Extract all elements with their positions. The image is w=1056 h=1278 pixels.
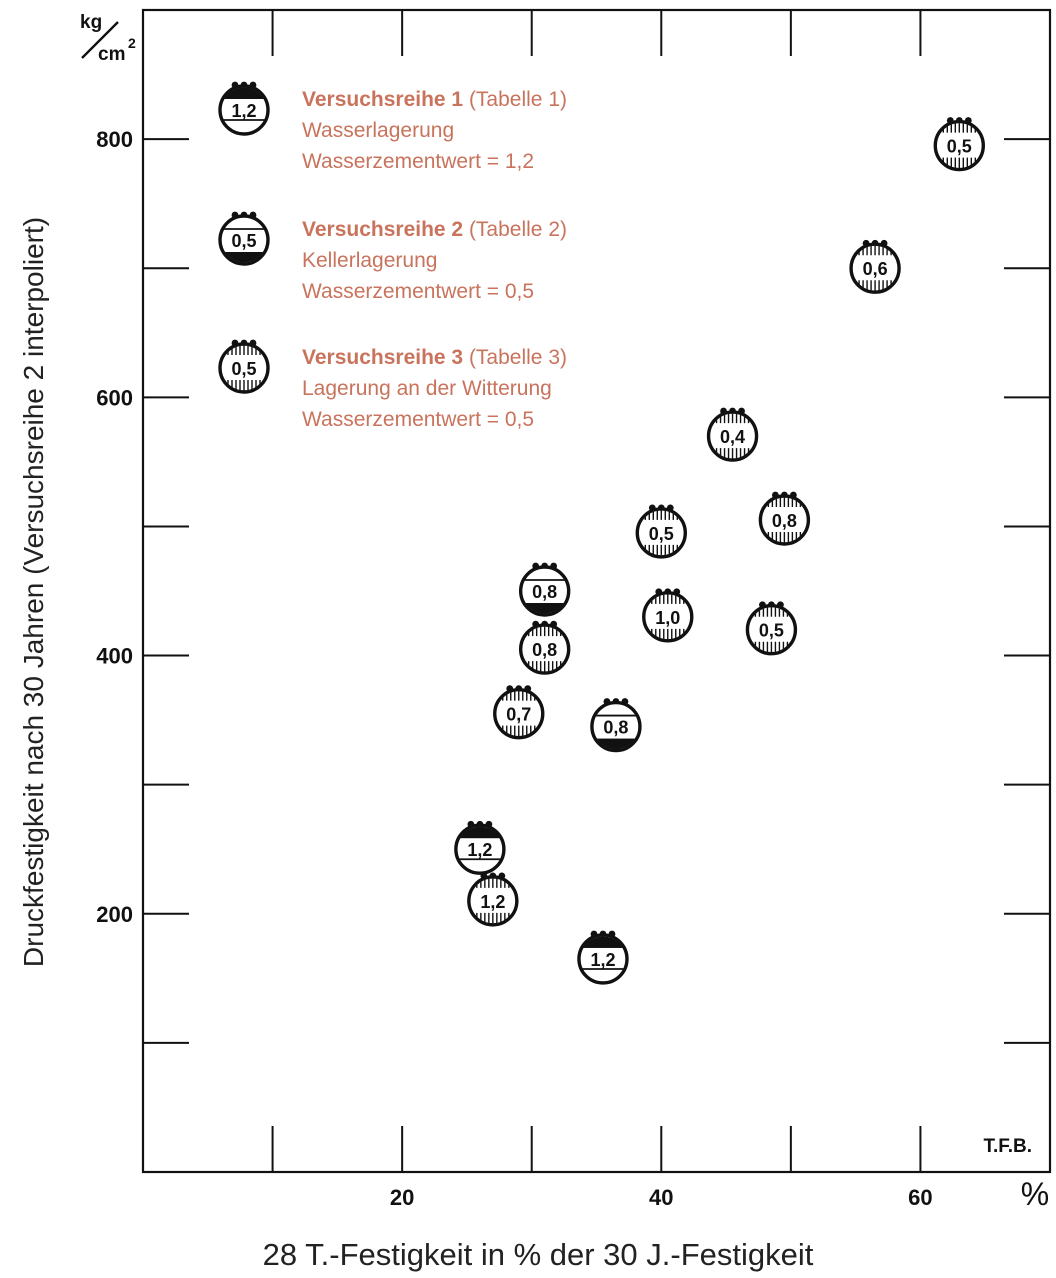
legend-line-2: Lagerung an der Witterung: [302, 377, 552, 400]
plot-frame: [141, 8, 1052, 1174]
legend-series-name: Versuchsreihe 1: [302, 88, 463, 111]
data-point-marker: 0,6: [849, 239, 901, 294]
marker-label: 0,5: [231, 359, 256, 379]
x-axis-label: 28 T.-Festigkeit in % der 30 J.-Festigke…: [263, 1237, 814, 1272]
data-point-marker: 0,8: [518, 620, 571, 675]
y-unit-denominator: cm: [98, 44, 125, 65]
legend-series-name: Versuchsreihe 3: [302, 346, 463, 369]
y-tick-label: 400: [96, 644, 133, 669]
legend-line-3: Wasserzementwert = 0,5: [302, 280, 534, 303]
legend-title: Versuchsreihe 3 (Tabelle 3): [302, 346, 567, 369]
marker-label: 1,2: [590, 950, 615, 970]
data-point-marker: 0,7: [493, 685, 545, 740]
marker-label: 0,7: [506, 705, 531, 725]
data-point-marker: 0,8: [758, 491, 811, 546]
x-tick-label: 20: [390, 1185, 414, 1210]
x-tick-label: 60: [908, 1185, 932, 1210]
legend-series-name: Versuchsreihe 2: [302, 218, 463, 241]
data-point-marker: 0,5: [635, 504, 687, 559]
tick-labels: 20 40 60 200 400 600 800 kg cm2: [80, 12, 933, 1210]
marker-fill: [593, 738, 639, 750]
marker-label: 0,8: [772, 511, 797, 531]
data-point-marker: 0,5: [218, 211, 270, 266]
tick-marks: [143, 10, 1050, 1172]
marker-fill: [221, 252, 267, 263]
data-point-marker: 1,0: [642, 588, 694, 643]
plot-border: [141, 8, 1052, 1174]
marker-fill: [221, 87, 267, 99]
marker-label: 1,2: [467, 840, 492, 860]
marker-label: 0,5: [759, 621, 784, 641]
y-tick-label: 800: [96, 127, 133, 152]
marker-fill: [457, 826, 503, 839]
marker-label: 0,6: [863, 259, 888, 279]
legend-line-3: Wasserzementwert = 0,5: [302, 408, 534, 431]
y-unit-label: kg cm2: [80, 12, 136, 65]
marker-fill: [580, 936, 626, 948]
marker-label: 0,8: [532, 640, 557, 660]
marker-label: 1,2: [231, 101, 256, 121]
marker-label: 0,8: [603, 718, 628, 738]
legend-table-ref: (Tabelle 2): [463, 218, 567, 241]
y-unit-slash: [81, 21, 119, 59]
data-point-marker: 0,5: [218, 339, 270, 394]
marker-label: 0,8: [532, 582, 557, 602]
data-point-marker: 0,8: [518, 562, 571, 617]
x-tick-label: 40: [649, 1185, 673, 1210]
y-axis-label: Druckfestigkeit nach 30 Jahren (Versuchs…: [18, 217, 49, 967]
legend-line-2: Kellerlagerung: [302, 249, 437, 272]
y-unit-exponent: 2: [128, 35, 136, 51]
data-point-marker: 1,2: [577, 930, 629, 985]
legend-line-3: Wasserzementwert = 1,2: [302, 150, 534, 173]
legend-line-2: Wasserlagerung: [302, 119, 454, 142]
data-point-marker: 0,5: [745, 601, 798, 656]
legend-table-ref: (Tabelle 3): [463, 346, 567, 369]
legend: 1,2 Versuchsreihe 1 (Tabelle 1) Wasserlage…: [218, 81, 567, 431]
data-point-marker: 0,8: [590, 698, 642, 753]
marker-label: 0,4: [720, 427, 745, 447]
marker-label: 0,5: [231, 231, 256, 251]
y-unit-numerator: kg: [80, 12, 102, 33]
data-point-marker: 0,4: [706, 407, 759, 462]
data-point-marker: 1,2: [454, 820, 506, 875]
credit-label: T.F.B.: [983, 1136, 1032, 1157]
legend-title: Versuchsreihe 2 (Tabelle 2): [302, 218, 567, 241]
marker-label: 0,5: [947, 137, 972, 157]
data-point-marker: 1,2: [467, 872, 519, 927]
marker-fill: [522, 603, 568, 614]
data-point-marker: 1,2: [218, 81, 270, 136]
marker-label: 0,5: [649, 524, 674, 544]
data-points: 1,2 1,2 0,8 0,8 0,5 0,6 0,4 0,8 0,5 1,0 0,5 0,8 0,7 1…: [454, 117, 985, 985]
x-unit-label: %: [1021, 1176, 1049, 1212]
y-tick-label: 600: [96, 385, 133, 410]
legend-table-ref: (Tabelle 1): [463, 88, 567, 111]
y-tick-label: 200: [96, 902, 133, 927]
marker-label: 1,2: [480, 892, 505, 912]
legend-title: Versuchsreihe 1 (Tabelle 1): [302, 88, 567, 111]
marker-label: 1,0: [655, 608, 680, 628]
data-point-marker: 0,5: [933, 117, 985, 172]
